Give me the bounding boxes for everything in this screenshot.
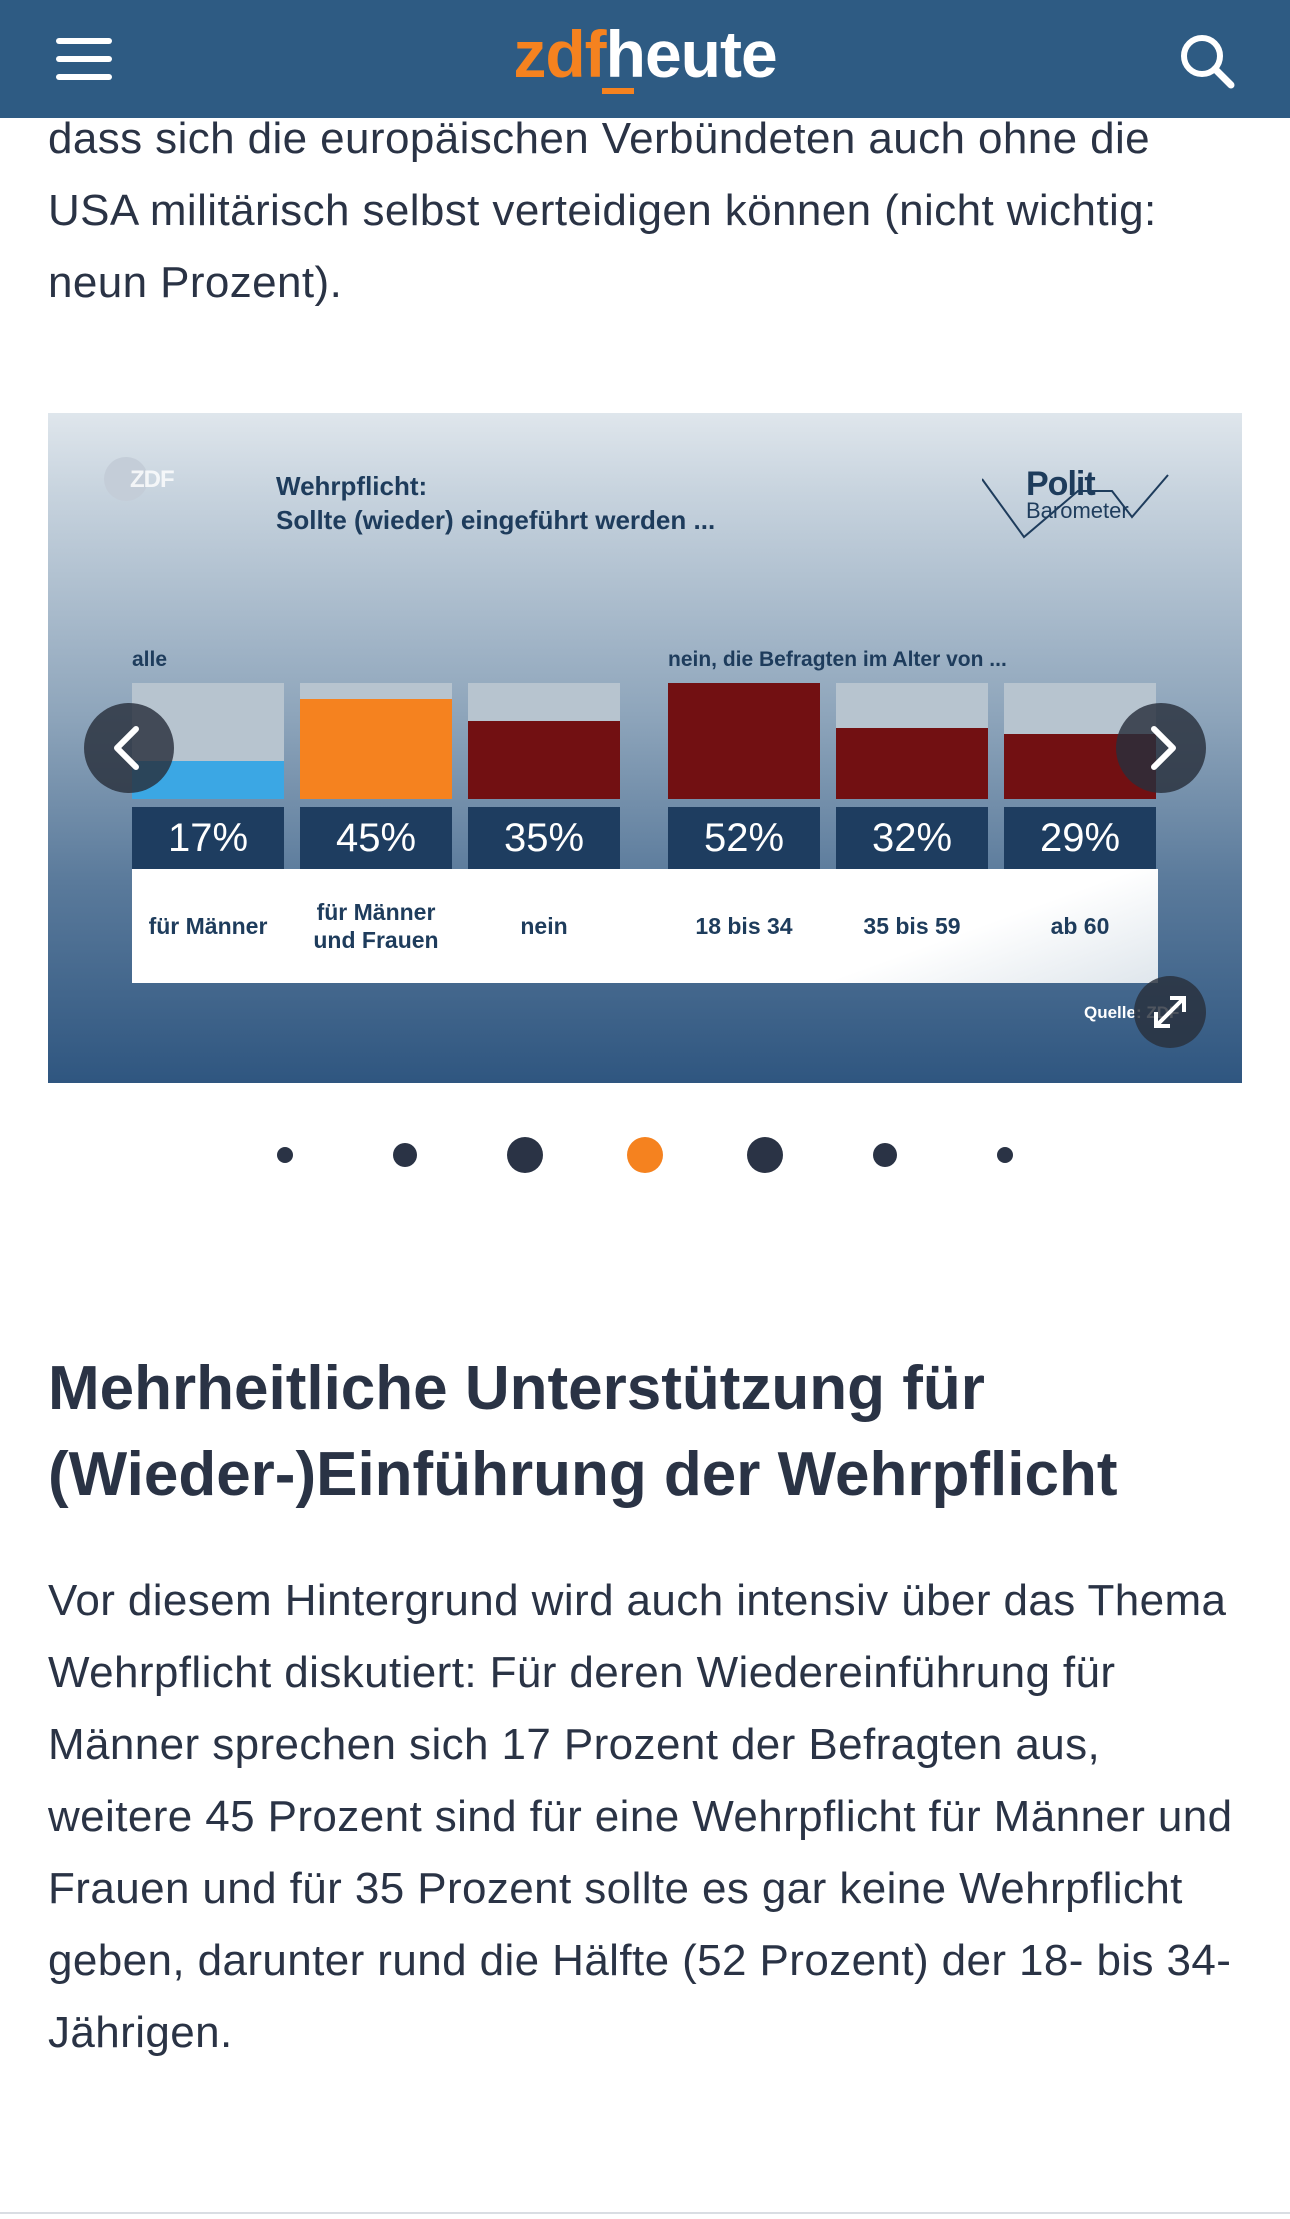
chart-bar-track (300, 683, 452, 799)
zdfheute-logo[interactable]: zdfheute (0, 14, 1290, 94)
chart-bar (836, 727, 988, 799)
chart-value-label: 45% (300, 807, 452, 869)
menu-line (56, 38, 112, 44)
barometer-logo-word: Barometer (1026, 498, 1129, 523)
chevron-left-icon (114, 726, 139, 770)
chart-category-label: für Männer (148, 913, 268, 939)
chart-category-label: 35 bis 59 (863, 913, 961, 939)
logo-underline (602, 88, 634, 94)
chart-category-label: ab 60 (1050, 913, 1110, 939)
chart-title-line1: Wehrpflicht: (276, 471, 428, 501)
menu-line (56, 56, 112, 62)
chart-title-line2: Sollte (wieder) eingeführt werden ... (276, 505, 716, 535)
chart-bar-track (836, 683, 988, 799)
pagination-dot[interactable] (277, 1147, 293, 1163)
group-label-all: alle (132, 648, 168, 671)
chart-bar (668, 683, 820, 799)
zdf-logo-icon (104, 457, 148, 501)
section-headline: Mehrheitliche Unterstützung für (Wieder-… (48, 1354, 1118, 1509)
polit-logo-word: Polit (1026, 465, 1096, 503)
category-label-strip: für Männer für Männer und Frauen nein 18 bis… (132, 869, 1158, 983)
pagination-dot[interactable] (873, 1143, 897, 1167)
chart-category-label: 18 bis 34 (695, 913, 793, 939)
chart-value-label: 29% (1004, 807, 1156, 869)
expand-icon (1154, 996, 1186, 1028)
top-navigation-bar: zdfheute (0, 0, 1290, 118)
gallery-expand-button[interactable] (1134, 976, 1206, 1048)
hamburger-menu-icon[interactable] (54, 36, 114, 82)
chart-value-label: 32% (836, 807, 988, 869)
chart-title: Wehrpflicht: Sollte (wieder) eingeführt … (276, 469, 715, 537)
chart-category-label: nein (520, 913, 568, 939)
chart-value-label: 17% (132, 807, 284, 869)
zdf-logo-text: ZDF (130, 466, 175, 493)
article-paragraph-intro: dass sich die europäischen Verbündeten a… (48, 114, 1157, 307)
pagination-dot[interactable] (997, 1147, 1013, 1163)
chart-value-label: 52% (668, 807, 820, 869)
logo-zdf-part: zdf (513, 17, 606, 91)
chart-bar-track (468, 683, 620, 799)
politbarometer-logo-icon (982, 474, 1169, 539)
chart-bar (468, 720, 620, 799)
gallery-next-button[interactable] (1116, 703, 1206, 793)
search-icon[interactable] (1176, 30, 1238, 92)
chart-value-label: 35% (468, 807, 620, 869)
menu-line (56, 74, 112, 80)
chevron-right-icon (1151, 726, 1176, 770)
group-label-no-by-age: nein, die Befragten im Alter von ... (668, 648, 1007, 671)
divider (0, 2212, 1290, 2214)
pagination-dot[interactable] (393, 1143, 417, 1167)
gallery-slide[interactable]: ZDF Wehrpflicht: Sollte (wieder) eingefü… (48, 413, 1242, 1083)
pagination-dot[interactable] (507, 1137, 543, 1173)
logo-heute-part: heute (605, 17, 778, 91)
pagination-dot-active[interactable] (627, 1137, 663, 1173)
chart-bar-track (668, 683, 820, 799)
pagination-dot[interactable] (747, 1137, 783, 1173)
chart-bar (300, 698, 452, 799)
gallery-prev-button[interactable] (84, 703, 174, 793)
chart-category-label: für Männer und Frauen (313, 899, 439, 953)
article-paragraph: Vor diesem Hintergrund wird auch intensi… (48, 1576, 1233, 2057)
